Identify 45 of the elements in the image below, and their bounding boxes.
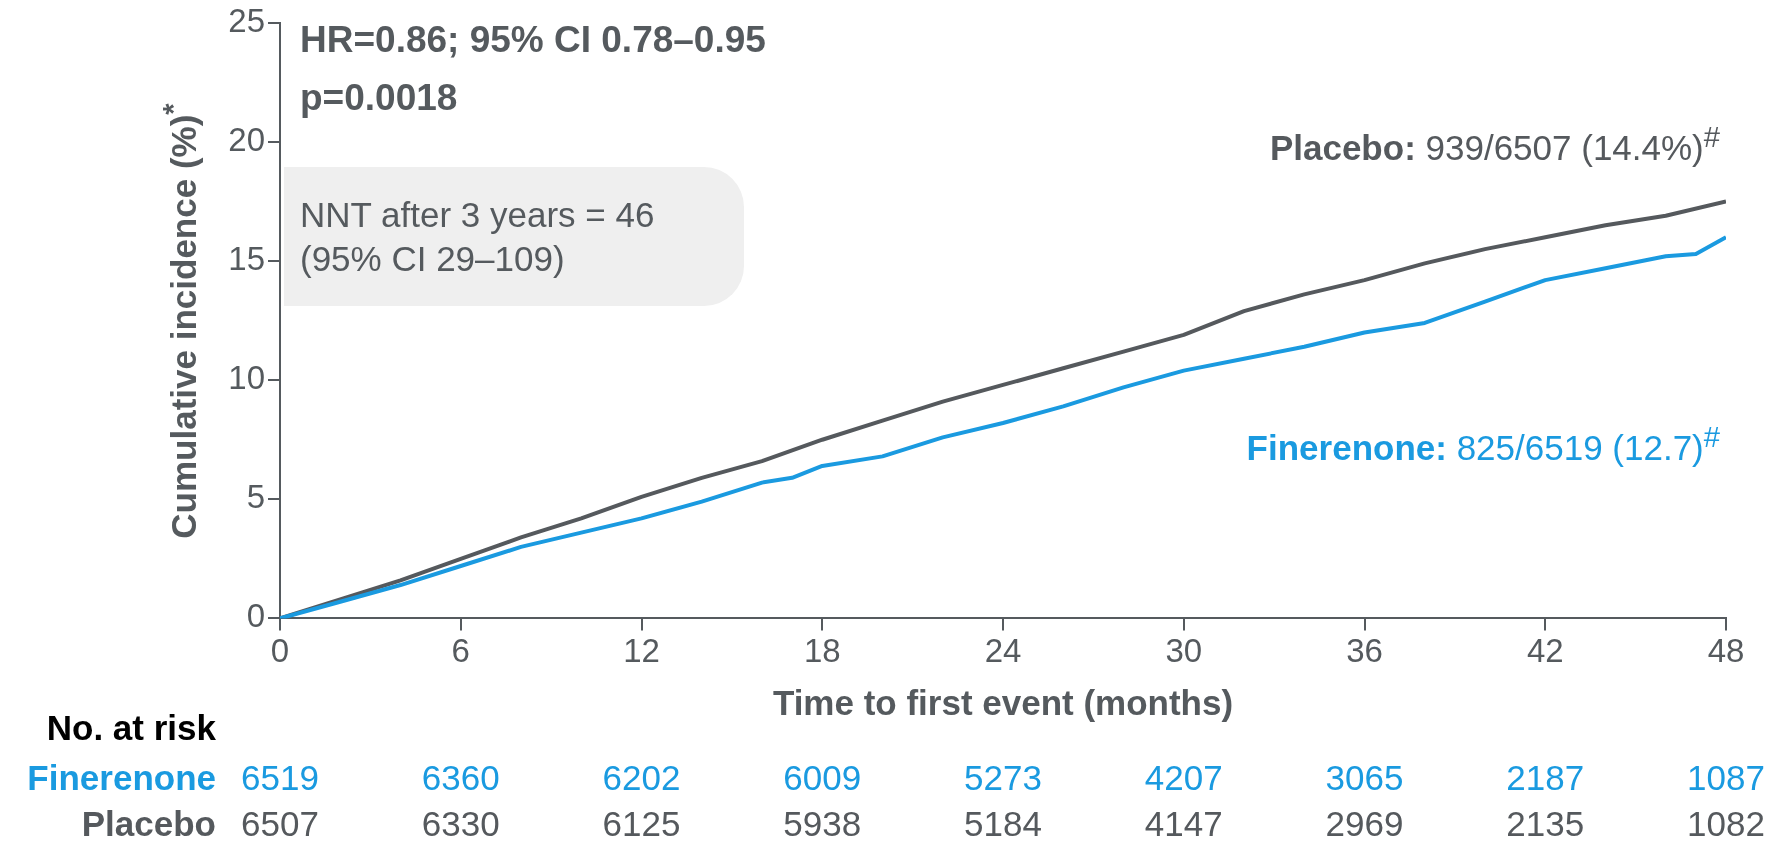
text: 2135: [1506, 804, 1585, 843]
text: 6009: [783, 758, 862, 797]
text: 4147: [1144, 804, 1223, 843]
text: 6202: [602, 758, 681, 797]
text: 6519: [241, 758, 319, 797]
text: 6125: [602, 804, 681, 843]
text: 2969: [1325, 804, 1404, 843]
text: 5938: [783, 804, 862, 843]
annotation: 939/6507 (14.4%)$^{#}$: [1425, 120, 1720, 167]
text: No. at risk: [46, 708, 216, 747]
text: 1082: [1687, 804, 1765, 843]
y-tick-label: 0: [246, 597, 265, 635]
annotation: (95% CI 29–109): [300, 238, 565, 278]
x-tick-label: 36: [1346, 632, 1383, 670]
x-tick-label: 24: [984, 632, 1022, 670]
x-axis-title: Time to first event (months): [772, 682, 1234, 722]
annotation: 825/6519 (12.7)$^{#}$: [1456, 420, 1720, 467]
x-tick-label: 30: [1165, 632, 1203, 670]
x-tick-label: 48: [1707, 632, 1745, 670]
x-tick-label: 0: [270, 632, 290, 670]
annotation: p=0.0018: [300, 76, 458, 118]
y-tick-label: 10: [228, 359, 265, 397]
y-tick-label: 5: [246, 478, 265, 516]
annotation: Finerenone:: [1246, 427, 1447, 467]
annotation: NNT after 3 years = 46: [300, 194, 655, 234]
y-tick-label: 15: [228, 240, 265, 278]
annotation: Placebo:: [1269, 127, 1416, 167]
x-tick-label: 18: [803, 632, 841, 670]
text: 6360: [421, 758, 500, 797]
text: Finerenone: [27, 758, 216, 797]
x-tick-label: 42: [1526, 632, 1564, 670]
y-tick-label: 25: [228, 1, 265, 39]
text: Placebo: [81, 804, 216, 843]
text: 2187: [1506, 758, 1585, 797]
text: 4207: [1144, 758, 1223, 797]
text: 1087: [1687, 758, 1765, 797]
annotation: HR=0.86; 95% CI 0.78–0.95: [300, 18, 766, 60]
text: 5273: [964, 758, 1042, 797]
x-tick-label: 12: [623, 632, 660, 670]
x-tick-label: 6: [451, 632, 470, 670]
text: 3065: [1325, 758, 1404, 797]
y-tick-label: 20: [228, 121, 265, 159]
text: 5184: [964, 804, 1042, 843]
text: 6507: [241, 804, 319, 843]
text: 6330: [421, 804, 500, 843]
